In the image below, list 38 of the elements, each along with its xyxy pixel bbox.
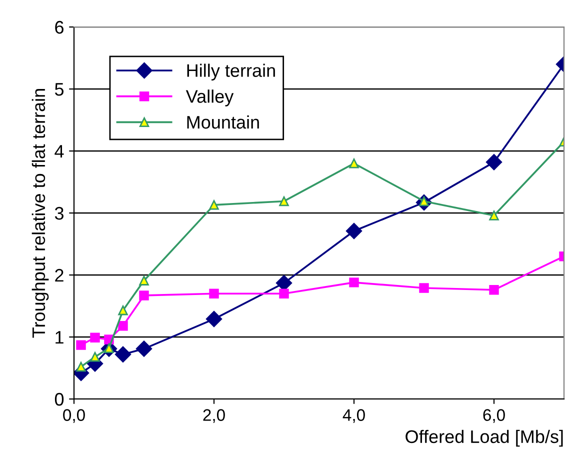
- legend-label: Hilly terrain: [187, 64, 275, 81]
- y-tick-label: 2: [55, 268, 64, 282]
- point: [346, 222, 362, 240]
- y-tick-label: 4: [54, 145, 64, 158]
- point: [114, 346, 132, 362]
- point: [486, 154, 502, 170]
- point: [76, 340, 86, 350]
- point: [279, 196, 289, 206]
- point: [349, 278, 359, 288]
- point: [206, 310, 222, 328]
- legend-label: Mountain: [187, 115, 259, 129]
- y-axis-title: Troughput relative to flat terrain: [32, 89, 49, 338]
- point: [118, 305, 128, 316]
- x-axis-title: Offered Load [Mb/s]: [406, 430, 563, 447]
- point: [489, 210, 499, 220]
- point: [136, 340, 152, 357]
- point: [419, 283, 429, 293]
- y-tick-label: 3: [54, 206, 64, 220]
- x-tick-label: 4,0: [342, 409, 365, 423]
- point: [139, 290, 149, 300]
- legend-label: Valley: [186, 90, 234, 106]
- point: [279, 288, 289, 298]
- y-tick-label: 0: [54, 392, 64, 406]
- x-tick-label: 2,0: [203, 409, 225, 423]
- point: [90, 332, 100, 342]
- point: [118, 320, 128, 331]
- point: [209, 200, 219, 210]
- point: [209, 288, 219, 298]
- point: [90, 352, 100, 362]
- x-tick-label: 6,0: [483, 409, 505, 423]
- y-tick-label: 1: [56, 331, 64, 344]
- y-tick-label: 6: [55, 20, 64, 34]
- x-tick-label: 0,0: [63, 409, 85, 423]
- point: [76, 362, 86, 372]
- point: [139, 276, 149, 286]
- point: [489, 285, 499, 295]
- point: [349, 158, 359, 168]
- y-tick-label: 5: [54, 83, 64, 96]
